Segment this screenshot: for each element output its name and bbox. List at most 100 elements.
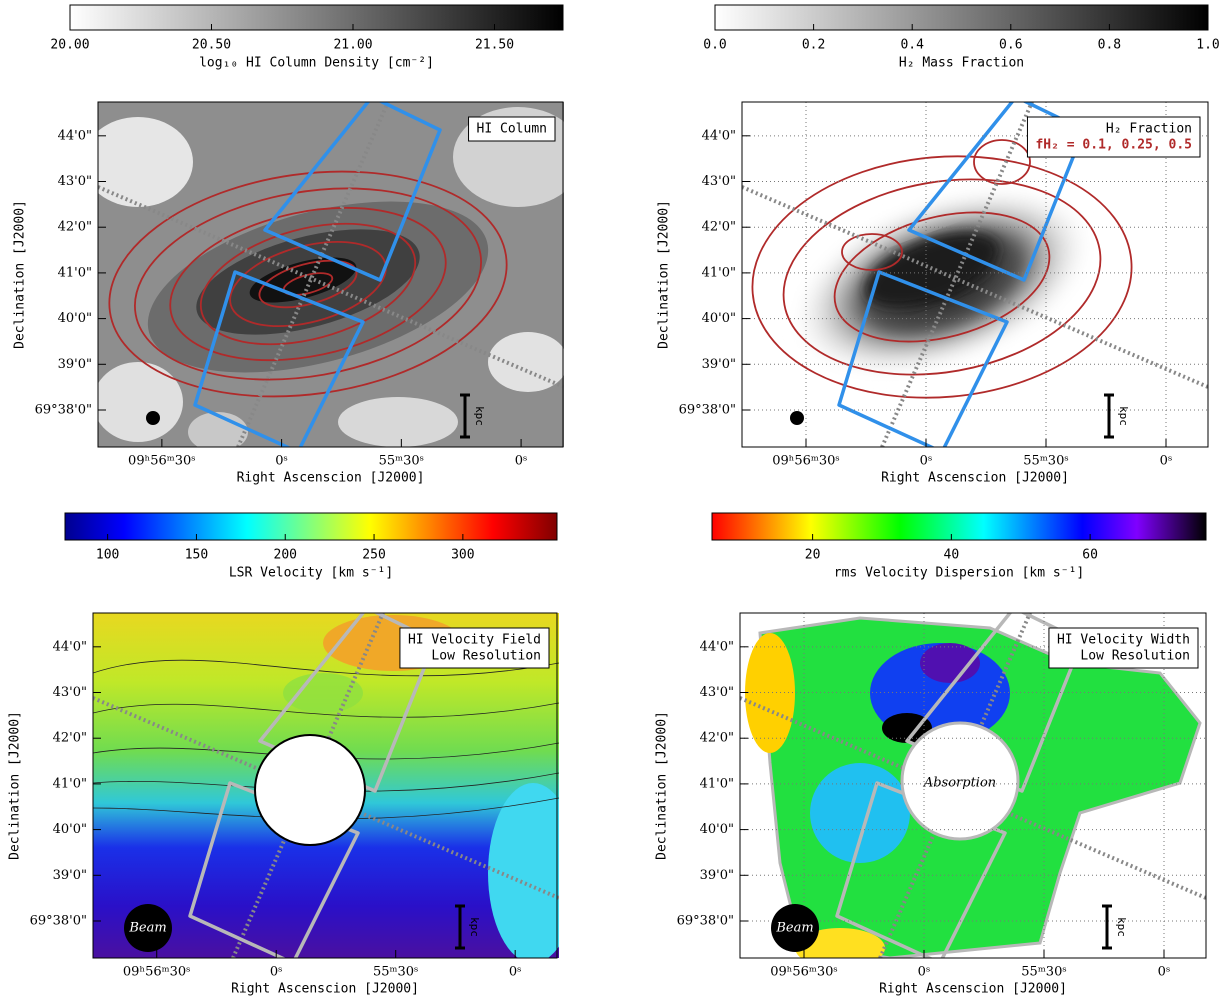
colorbar-tick-label: 60 — [1082, 548, 1098, 563]
colorbar-tick-label: 20 — [805, 548, 821, 563]
title-box — [1048, 627, 1199, 669]
colorbar — [711, 512, 1207, 541]
map-region — [882, 713, 932, 743]
x-axis-title: Right Ascenscion [J2000] — [237, 471, 425, 486]
y-tick-label: 44'0" — [702, 128, 736, 143]
map-region — [98, 117, 193, 207]
y-tick-label: 40'0" — [702, 311, 736, 326]
beam-label: Beam — [775, 921, 813, 936]
y-tick-label: 69°38'0" — [679, 402, 736, 417]
colorbar-label: H₂ Mass Fraction — [899, 56, 1024, 71]
x-tick-label: 0ˢ — [275, 454, 288, 469]
contour — [841, 233, 903, 271]
beam — [771, 904, 819, 952]
y-tick-label: 41'0" — [702, 265, 736, 280]
slit-box — [193, 270, 365, 447]
map-region — [488, 783, 559, 958]
y-tick-label: 39'0" — [700, 868, 734, 883]
y-tick-label: 39'0" — [702, 357, 736, 372]
colorbar — [69, 4, 564, 31]
contour-legend: fH₂ = 0.1, 0.25, 0.5 — [1035, 138, 1192, 153]
y-tick-label: 41'0" — [53, 776, 87, 791]
map-region — [745, 633, 795, 753]
colorbar-tick-label: 0.2 — [802, 38, 825, 53]
x-tick-label: 09ʰ56ᵐ30ˢ — [770, 965, 838, 980]
map-region — [488, 332, 564, 392]
colorbar-tick-label: 0.6 — [999, 38, 1022, 53]
y-tick-label: 43'0" — [700, 685, 734, 700]
x-tick-label: 55ᵐ30ˢ — [373, 965, 418, 980]
panel-title: HI Velocity Width — [1057, 633, 1190, 648]
y-tick-label: 39'0" — [58, 357, 92, 372]
map-region — [865, 233, 999, 307]
colorbar-tick-label: 20.50 — [192, 38, 231, 53]
x-axis-title: Right Ascenscion [J2000] — [231, 982, 419, 997]
colorbar-label: log₁₀ HI Column Density [cm⁻²] — [199, 56, 434, 71]
y-tick-label: 69°38'0" — [677, 913, 734, 928]
x-axis-title: Right Ascenscion [J2000] — [879, 982, 1067, 997]
colorbar-tick-label: 0.8 — [1098, 38, 1121, 53]
plot-frame — [741, 101, 1209, 448]
y-tick-label: 42'0" — [700, 731, 734, 746]
y-tick-label: 69°38'0" — [30, 913, 87, 928]
y-tick-label: 43'0" — [53, 685, 87, 700]
y-tick-label: 69°38'0" — [35, 402, 92, 417]
beam — [124, 904, 172, 952]
y-tick-label: 43'0" — [58, 174, 92, 189]
colorbar-tick-label: 0.0 — [703, 38, 726, 53]
x-tick-label: 55ᵐ30ˢ — [1021, 965, 1066, 980]
contour — [833, 211, 1051, 343]
x-tick-label: 0ˢ — [509, 965, 522, 980]
y-tick-label: 42'0" — [58, 220, 92, 235]
y-tick-label: 42'0" — [53, 731, 87, 746]
y-tick-label: 40'0" — [53, 822, 87, 837]
contour — [751, 155, 1133, 399]
y-tick-label: 41'0" — [58, 265, 92, 280]
x-tick-label: 0ˢ — [918, 965, 931, 980]
colorbar-tick-label: 150 — [185, 548, 208, 563]
contour — [199, 222, 417, 346]
x-tick-label: 0ˢ — [515, 454, 528, 469]
x-tick-label: 0ˢ — [920, 454, 933, 469]
colorbar-tick-label: 300 — [451, 548, 474, 563]
colorbar-tick-label: 100 — [96, 548, 119, 563]
contour — [134, 187, 482, 381]
y-tick-label: 42'0" — [702, 220, 736, 235]
panel-title: H₂ Fraction — [1106, 122, 1192, 137]
y-axis-title: Declination [J2000] — [13, 200, 28, 349]
map-region — [249, 257, 357, 303]
scale-label: kpc — [1117, 406, 1130, 426]
panel-title: HI Column — [477, 122, 547, 137]
plot-frame — [739, 612, 1207, 959]
map — [98, 102, 564, 447]
title-box — [1026, 116, 1201, 158]
map — [93, 613, 559, 958]
y-tick-label: 41'0" — [700, 776, 734, 791]
colorbar-tick-label: 200 — [274, 548, 297, 563]
x-tick-label: 0ˢ — [270, 965, 283, 980]
x-tick-label: 0ˢ — [1160, 454, 1173, 469]
slit-box — [263, 102, 442, 282]
x-tick-label: 09ʰ56ᵐ30ˢ — [128, 454, 196, 469]
colorbar — [714, 4, 1209, 31]
contour — [169, 206, 447, 362]
y-tick-label: 44'0" — [58, 128, 92, 143]
panel-title: Low Resolution — [431, 649, 541, 664]
y-axis-title: Declination [J2000] — [655, 711, 670, 860]
panel-title: Low Resolution — [1080, 649, 1190, 664]
contour — [973, 139, 1031, 185]
scale-label: kpc — [468, 917, 481, 937]
y-axis-title: Declination [J2000] — [657, 200, 672, 349]
colorbar-tick-label: 40 — [944, 548, 960, 563]
y-tick-label: 44'0" — [700, 639, 734, 654]
slit-box — [837, 270, 1009, 447]
colorbar-tick-label: 250 — [362, 548, 385, 563]
absorption-label: Absorption — [923, 776, 996, 791]
beam — [790, 411, 804, 425]
colorbar-tick-label: 20.00 — [50, 38, 89, 53]
map-region — [338, 397, 458, 447]
map — [740, 613, 1206, 958]
x-tick-label: 55ᵐ30ˢ — [1023, 454, 1068, 469]
